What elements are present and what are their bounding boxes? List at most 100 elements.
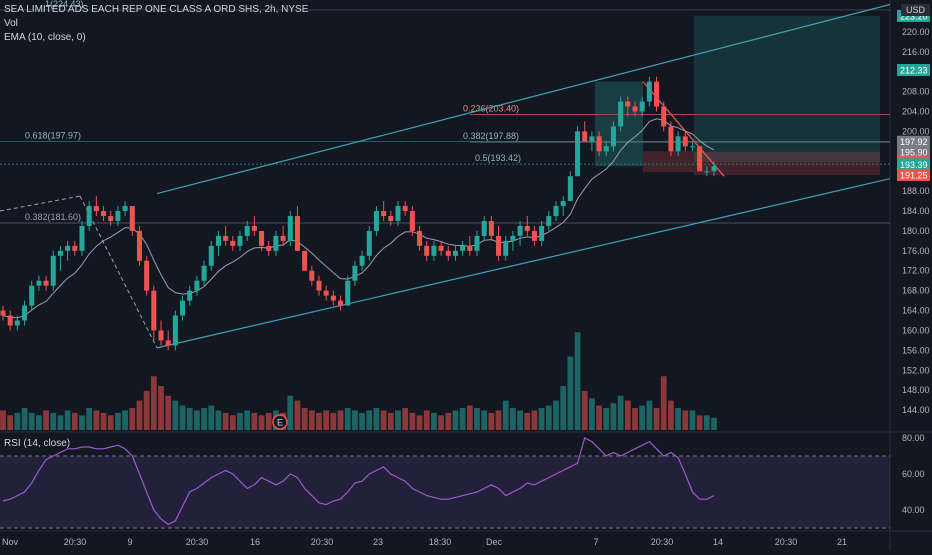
volume-bar [624, 400, 631, 430]
volume-bar [495, 410, 502, 430]
volume-bar [502, 400, 509, 430]
rsi-tick-label: 80.00 [902, 433, 925, 443]
candle-body [244, 225, 250, 236]
volume-bar [481, 410, 488, 430]
volume-bar [344, 408, 351, 430]
rsi-tick-label: 60.00 [902, 469, 925, 479]
volume-bar [653, 408, 660, 430]
candle-body [330, 295, 336, 301]
candle-body [639, 101, 645, 112]
candle-body [187, 290, 193, 301]
volume-bar [316, 412, 322, 430]
volume-bar [553, 400, 559, 430]
candle-body [180, 300, 186, 316]
fib-level-label: 0.236(203.40) [463, 103, 519, 113]
candle-body [359, 255, 365, 266]
volume-bar [115, 412, 121, 430]
volume-bar [538, 408, 545, 430]
candle-body [618, 101, 624, 127]
candle-body [546, 216, 552, 226]
price-label-box [897, 145, 930, 158]
candle-body [682, 136, 688, 147]
candle-body [402, 206, 408, 212]
candle-body [165, 340, 171, 346]
candle-body [345, 280, 351, 306]
candle-body [560, 201, 566, 207]
candle-body [237, 235, 243, 246]
volume-bar [100, 412, 107, 430]
volume-bar [107, 415, 114, 430]
candle-body [589, 136, 595, 142]
volume-bar [632, 408, 638, 430]
candle-body [503, 240, 509, 256]
earnings-marker-label: E [277, 418, 283, 428]
volume-bar [545, 405, 552, 430]
candle-body [675, 136, 681, 152]
volume-bar [229, 415, 236, 430]
candle-body [467, 245, 473, 251]
volume-bar [610, 403, 617, 430]
candle-body [215, 235, 221, 246]
candle-body [553, 206, 559, 216]
candle-body [646, 81, 652, 102]
volume-bar [682, 410, 689, 430]
volume-bar [0, 410, 6, 430]
candle-body [668, 126, 674, 152]
volume-bar [416, 415, 423, 430]
volume-bar [222, 412, 229, 430]
volume-bar [79, 415, 85, 430]
candle-body [625, 101, 631, 107]
volume-bar [387, 412, 394, 430]
candle-body [373, 211, 379, 231]
swing-dashed-line [0, 195, 81, 212]
volume-bar [330, 412, 337, 430]
candle-body [50, 255, 56, 286]
price-label-text: 212.33 [900, 66, 928, 76]
candle-body [381, 211, 387, 216]
volume-bar [395, 410, 401, 430]
volume-bar [71, 412, 78, 430]
price-tick-label: 204.00 [902, 106, 930, 116]
candle-body [201, 265, 207, 281]
volume-bar [366, 410, 373, 430]
price-label-text: 193.39 [900, 160, 928, 170]
time-tick-label: 20:30 [775, 537, 798, 547]
volume-bar [646, 400, 653, 430]
volume-bar [373, 408, 380, 430]
fib-level-label: 0.382(197.88) [463, 131, 519, 141]
candle-body [93, 206, 99, 212]
candle-body [438, 245, 444, 251]
candle-body [302, 250, 308, 271]
price-tick-label: 216.00 [902, 47, 930, 57]
time-tick-label: 7 [593, 537, 598, 547]
candle-body [151, 290, 157, 331]
price-label-text: 195.90 [900, 147, 928, 157]
volume-bar [21, 408, 28, 430]
price-tick-label: 164.00 [902, 306, 930, 316]
candle-body [689, 146, 695, 148]
candle-body [158, 330, 164, 341]
volume-bar [352, 410, 358, 430]
candle-body [259, 230, 265, 246]
volume-bar [337, 410, 344, 430]
candle-body [661, 106, 667, 127]
volume-bar [380, 410, 387, 430]
time-tick-label: Nov [2, 537, 19, 547]
rsi-line [2, 437, 715, 526]
volume-bar [50, 412, 57, 430]
candle-body [14, 320, 20, 326]
volume-bar [639, 405, 646, 430]
currency-label: USD [900, 4, 930, 16]
volume-bar [617, 395, 624, 430]
rsi-band [0, 456, 890, 528]
time-tick-label: 23 [373, 537, 383, 547]
volume-bar [215, 410, 222, 430]
volume-bar [488, 412, 495, 430]
candle-body [366, 230, 372, 256]
fib-level-label: 1(224.43) [45, 0, 84, 9]
volume-bar [474, 408, 480, 430]
candle-body [294, 216, 300, 251]
volume-bar [43, 410, 49, 430]
volume-bar [696, 415, 703, 430]
